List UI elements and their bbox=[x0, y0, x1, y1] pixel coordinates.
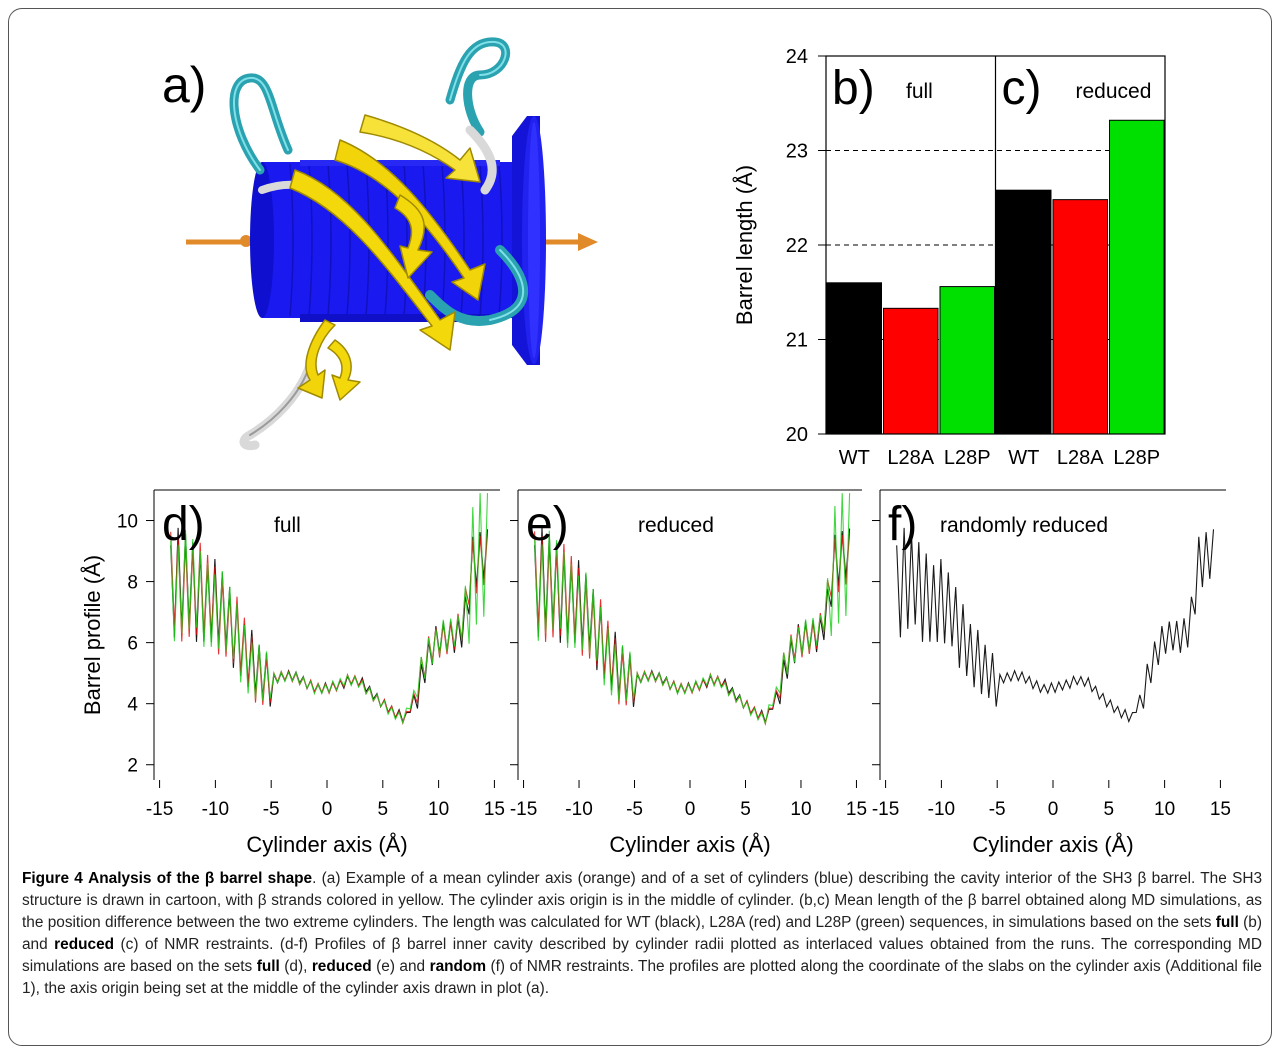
x-tick-label: L28A bbox=[1057, 447, 1104, 469]
y-tick-label: 6 bbox=[127, 634, 138, 655]
panel-a-label: a) bbox=[162, 57, 206, 113]
x-tick-label: WT bbox=[839, 447, 870, 469]
x-tick-label: -15 bbox=[510, 799, 537, 820]
panel-label: e) bbox=[526, 498, 569, 551]
profile-line-green bbox=[170, 493, 489, 725]
profile-line-green bbox=[534, 493, 851, 726]
barrel-profile-charts: -15 -10 -5 0 5 10 15 2 4 6 8 10 d) full Cylinder axis … bbox=[80, 489, 1231, 857]
y-axis-label: Barrel length (Å) bbox=[732, 165, 757, 325]
x-tick-label: 15 bbox=[846, 799, 867, 820]
caption-figure-number: Figure 4 bbox=[22, 870, 83, 887]
y-tick-label: 4 bbox=[127, 695, 138, 716]
bar-l28a-reduced bbox=[1052, 199, 1108, 435]
bar-wt-full bbox=[826, 282, 882, 435]
x-tick-label: 15 bbox=[484, 799, 505, 820]
y-tick-label: 2 bbox=[127, 756, 138, 777]
y-tick-label: 8 bbox=[127, 573, 138, 594]
y-axis-label: Barrel profile (Å) bbox=[80, 555, 105, 715]
y-tick-label: 20 bbox=[786, 424, 808, 446]
y-tick-label: 23 bbox=[786, 141, 808, 163]
panel-label: f) bbox=[888, 498, 917, 551]
y-tick-label: 10 bbox=[117, 512, 138, 533]
caption-title: Analysis of the β barrel shape bbox=[88, 870, 313, 887]
bar-l28p-full bbox=[939, 286, 995, 435]
panel-label: c) bbox=[1002, 62, 1042, 115]
y-tick-label: 22 bbox=[786, 235, 808, 257]
x-tick-label: -5 bbox=[989, 799, 1006, 820]
panel-label: d) bbox=[162, 498, 205, 551]
beta-strands bbox=[289, 114, 486, 401]
x-axis-label: Cylinder axis (Å) bbox=[972, 832, 1133, 857]
x-tick-label: 0 bbox=[685, 799, 696, 820]
x-axis-label: Cylinder axis (Å) bbox=[609, 832, 770, 857]
x-tick-label: 10 bbox=[1154, 799, 1175, 820]
x-tick-label: -5 bbox=[263, 799, 280, 820]
cavity-cylinders bbox=[250, 116, 546, 365]
y-tick-label: 21 bbox=[786, 330, 808, 352]
profile-line-black bbox=[896, 527, 1215, 724]
x-tick-label: 5 bbox=[740, 799, 751, 820]
panel-a-structure: a) bbox=[162, 37, 598, 451]
panel-subtitle: full bbox=[906, 80, 933, 103]
panel-subtitle: reduced bbox=[638, 514, 714, 537]
x-axis-label: Cylinder axis (Å) bbox=[246, 832, 407, 857]
x-tick-label: -5 bbox=[626, 799, 643, 820]
x-tick-label: -15 bbox=[146, 799, 173, 820]
y-tick-label: 24 bbox=[786, 46, 808, 68]
x-tick-label: L28A bbox=[887, 447, 934, 469]
bar-l28p-reduced bbox=[1109, 119, 1165, 435]
x-tick-label: -15 bbox=[872, 799, 899, 820]
x-tick-label: 5 bbox=[1104, 799, 1115, 820]
x-tick-label: L28P bbox=[1113, 447, 1160, 469]
x-tick-label: -10 bbox=[928, 799, 955, 820]
x-tick-label: 5 bbox=[378, 799, 389, 820]
panel-label: b) bbox=[832, 62, 875, 115]
panel-subtitle: full bbox=[274, 514, 301, 537]
x-tick-label: -10 bbox=[565, 799, 592, 820]
bar-wt-reduced bbox=[996, 189, 1052, 435]
figure-frame bbox=[8, 8, 1272, 1046]
x-tick-label: 10 bbox=[790, 799, 811, 820]
x-tick-label: -10 bbox=[202, 799, 229, 820]
panel-subtitle: randomly reduced bbox=[940, 514, 1108, 537]
barrel-length-chart: WT L28A L28P b) full WT L28A L28P c) reduced 20 21 2… bbox=[732, 46, 1166, 469]
x-tick-label: L28P bbox=[944, 447, 991, 469]
figure-caption: Figure 4 Analysis of the β barrel shape.… bbox=[22, 870, 1263, 997]
x-tick-label: 0 bbox=[322, 799, 333, 820]
panel-subtitle: reduced bbox=[1076, 80, 1152, 103]
x-tick-label: 0 bbox=[1048, 799, 1059, 820]
x-tick-label: 15 bbox=[1210, 799, 1231, 820]
bar-l28a-full bbox=[883, 307, 939, 435]
x-tick-label: WT bbox=[1008, 447, 1039, 469]
x-tick-label: 10 bbox=[428, 799, 449, 820]
